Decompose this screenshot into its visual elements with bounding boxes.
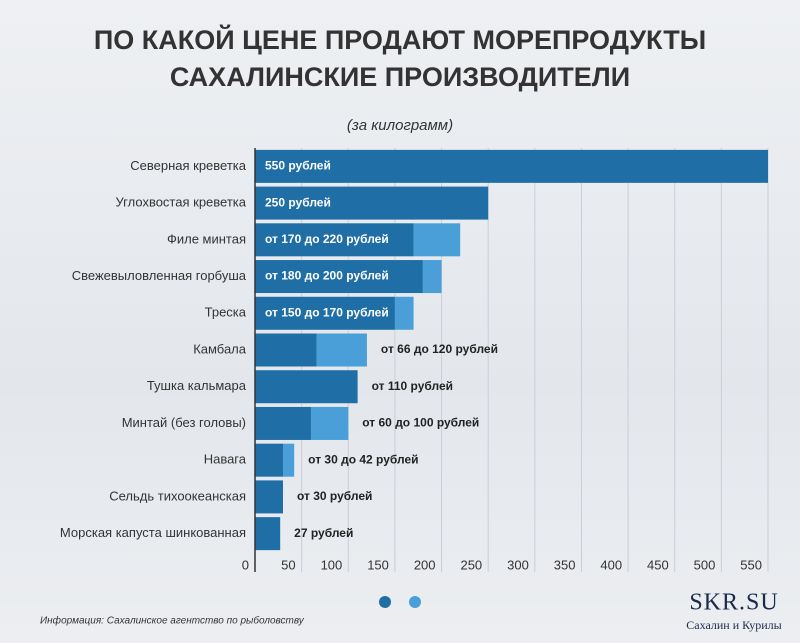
bar-segment bbox=[255, 186, 489, 220]
bar-segment bbox=[422, 260, 442, 294]
subtitle: (за килограмм) bbox=[347, 117, 453, 134]
value-label: от 110 рублей bbox=[372, 379, 453, 393]
category-label: Морская капуста шинкованная bbox=[60, 525, 246, 540]
category-label: Тушка кальмара bbox=[147, 378, 247, 393]
bar-segment bbox=[255, 370, 358, 404]
legend-marker bbox=[409, 596, 421, 608]
category-label: Треска bbox=[205, 305, 247, 320]
x-tick-label: 400 bbox=[600, 557, 622, 572]
bar-segment bbox=[255, 296, 395, 330]
chart-title: ПО КАКОЙ ЦЕНЕ ПРОДАЮТ МОРЕПРОДУКТЫ bbox=[94, 24, 706, 55]
x-tick-label: 350 bbox=[554, 557, 576, 572]
x-tick-label: 500 bbox=[694, 557, 716, 572]
category-label: Свежевыловленная горбуша bbox=[72, 268, 247, 283]
value-label: от 66 до 120 рублей bbox=[381, 342, 498, 356]
bar-segment bbox=[282, 443, 295, 477]
bar-segment bbox=[255, 517, 281, 551]
x-tick-label: 200 bbox=[414, 557, 436, 572]
bar-segment bbox=[255, 260, 423, 294]
x-tick-label: 450 bbox=[647, 557, 669, 572]
value-label: 27 рублей bbox=[294, 526, 353, 540]
value-label: от 180 до 200 рублей bbox=[265, 269, 389, 283]
category-label: Филе минтая bbox=[167, 231, 246, 246]
value-label: от 30 рублей bbox=[297, 489, 372, 503]
bar-segment bbox=[255, 443, 283, 477]
bar-segment bbox=[316, 333, 367, 367]
x-tick-label: 300 bbox=[507, 557, 529, 572]
category-label: Северная креветка bbox=[130, 158, 247, 173]
x-tick-label: 100 bbox=[321, 557, 343, 572]
source: Информация: Сахалинское агентство по рыб… bbox=[40, 615, 305, 627]
bar-segment bbox=[310, 406, 349, 440]
legend-marker bbox=[379, 596, 391, 608]
category-label: Навага bbox=[204, 452, 247, 467]
x-tick-label: 550 bbox=[740, 557, 762, 572]
x-tick-label: 0 bbox=[242, 557, 249, 572]
brand-name: SKR.SU bbox=[689, 590, 778, 616]
x-tick-label: 150 bbox=[367, 557, 389, 572]
bar-segment bbox=[255, 406, 311, 440]
value-label: 250 рублей bbox=[265, 195, 331, 209]
value-label: от 150 до 170 рублей bbox=[265, 305, 389, 319]
x-tick-label: 250 bbox=[460, 557, 482, 572]
brand-tagline: Сахалин и Курилы bbox=[686, 618, 781, 632]
bar-segment bbox=[255, 333, 317, 367]
bar-segment bbox=[255, 480, 283, 514]
bar-segment bbox=[255, 223, 414, 257]
value-label: от 60 до 100 рублей bbox=[362, 416, 479, 430]
category-label: Минтай (без головы) bbox=[122, 415, 246, 430]
bar-segment bbox=[413, 223, 461, 257]
value-label: 550 рублей bbox=[265, 159, 331, 173]
category-label: Сельдь тихоокеанская bbox=[109, 488, 246, 503]
bar-segment bbox=[255, 149, 768, 183]
value-label: от 30 до 42 рублей bbox=[308, 452, 418, 466]
bar-segment bbox=[394, 296, 414, 330]
category-label: Углохвостая креветка bbox=[116, 195, 247, 210]
x-tick-label: 50 bbox=[281, 557, 295, 572]
category-label: Камбала bbox=[193, 341, 247, 356]
value-label: от 170 до 220 рублей bbox=[265, 232, 389, 246]
chart-title: САХАЛИНСКИЕ ПРОИЗВОДИТЕЛИ bbox=[170, 62, 630, 92]
